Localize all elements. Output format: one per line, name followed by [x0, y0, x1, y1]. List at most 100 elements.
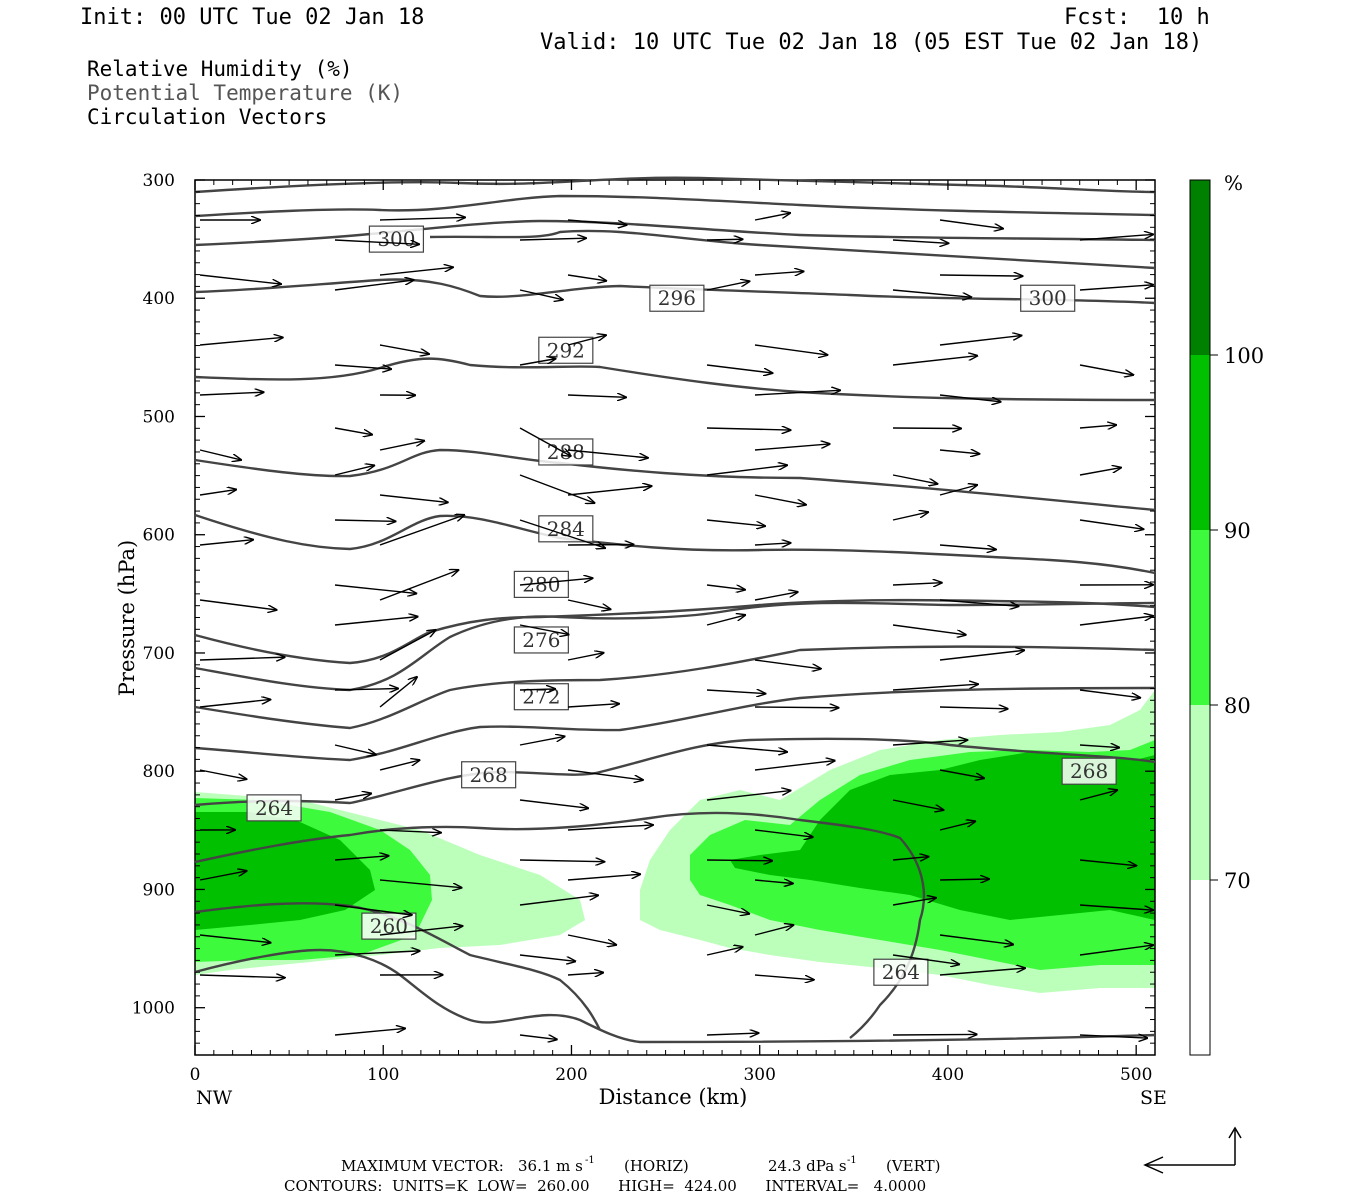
axes: 0 100 200 300 400 500 300 400 500 600 700 800 900 100… [132, 171, 1156, 1085]
colorbar-segment [1190, 705, 1210, 880]
vector-arrow [1079, 904, 1153, 910]
vector-arrow [567, 825, 653, 831]
footer-max-horizontal: 36.1 m s [518, 1157, 583, 1175]
footer-vertical-tag: (VERT) [886, 1157, 941, 1175]
vector-arrow [1079, 364, 1133, 375]
contour-label-box [513, 683, 569, 711]
colorbar-unit: % [1224, 171, 1243, 195]
contour-label: 264 [882, 960, 920, 984]
relative-humidity-shading [195, 690, 1155, 993]
vector-arrow [199, 769, 246, 779]
vector-arrow [892, 740, 967, 746]
vector-arrow [754, 592, 798, 601]
y-tick-label: 500 [143, 407, 175, 427]
contour-label: 264 [255, 796, 293, 820]
vector-arrow [706, 1033, 758, 1035]
contour-label-box [649, 284, 705, 312]
colorbar-segment [1190, 355, 1210, 530]
vector-arrow [706, 791, 790, 801]
x-tick-label: 300 [743, 1065, 775, 1085]
vector-arrow [199, 337, 283, 346]
vector-arrow [379, 267, 453, 276]
vector-arrow [939, 275, 1022, 276]
vector-arrow [519, 474, 594, 503]
colorbar-label: 70 [1224, 869, 1251, 893]
vector-arrow [1079, 425, 1116, 428]
vector-arrow [1079, 616, 1153, 626]
vector-arrow [379, 494, 448, 502]
vector-arrow [334, 520, 395, 521]
footer-contour-info: CONTOURS: UNITS=K LOW= 260.00 HIGH= 424.… [284, 1177, 926, 1195]
vector-arrow [199, 699, 270, 708]
vector-arrow [706, 364, 772, 373]
vector-arrow [892, 684, 978, 691]
vector-arrow [199, 599, 276, 610]
vector-arrow [379, 830, 441, 833]
vector-arrow [567, 653, 604, 661]
vector-arrow [939, 707, 1008, 709]
contour-label-box [361, 912, 417, 940]
vector-arrow [519, 289, 563, 300]
vector-arrow [334, 793, 371, 801]
vector-arrow [199, 490, 236, 496]
vector-arrow [199, 934, 271, 943]
vector-arrow [567, 395, 626, 397]
vector-arrow [706, 584, 745, 590]
contour-label-box [461, 761, 517, 789]
isentrope [194, 811, 926, 1039]
colorbar-label: 80 [1224, 694, 1251, 718]
legend-circulation-vectors: Circulation Vectors [87, 105, 328, 129]
contour-label-box [538, 515, 594, 543]
vector-arrow [892, 289, 971, 297]
vector-arrow [519, 359, 555, 366]
vector-arrow [1079, 790, 1117, 801]
contour-label: 268 [470, 763, 508, 787]
vector-arrow [754, 543, 790, 545]
vector-arrow [567, 599, 611, 609]
isentrope [194, 357, 1156, 402]
vector-arrow [892, 583, 942, 585]
rh-90-left [195, 812, 375, 930]
vector-arrow [519, 519, 605, 548]
init-time: Init: 00 UTC Tue 02 Jan 18 [80, 5, 425, 30]
legend-relative-humidity: Relative Humidity (%) [87, 57, 353, 81]
colorbar-label: 100 [1224, 344, 1264, 368]
vector-arrow [519, 954, 575, 961]
vector-arrow [754, 444, 830, 451]
vector-arrow [199, 975, 285, 978]
vector-arrow [706, 744, 787, 752]
vector-arrow [379, 760, 419, 771]
vector-arrow [754, 390, 840, 396]
isentrope [194, 194, 1156, 218]
vector-arrow [519, 578, 593, 586]
vector-arrow [567, 874, 640, 881]
vector-arrow [706, 281, 749, 291]
vector-arrow [706, 465, 787, 476]
vector-arrow [892, 474, 937, 484]
vector-arrow [379, 570, 458, 601]
vector-arrow [567, 274, 606, 281]
colorbar-segment [1190, 880, 1210, 1055]
vector-arrow [939, 968, 1025, 976]
vector-arrow [939, 485, 977, 496]
x-end-label-right: SE [1140, 1087, 1167, 1109]
vector-arrow [334, 951, 420, 956]
isentrope [194, 598, 1156, 665]
vector-arrow [754, 659, 821, 669]
colorbar-label: 90 [1224, 519, 1251, 543]
x-tick-label: 400 [932, 1065, 964, 1085]
vector-arrow [706, 428, 790, 430]
contour-label: 296 [658, 286, 696, 310]
y-tick-label: 400 [143, 289, 175, 309]
vector-arrow [892, 240, 948, 243]
vector-arrow [706, 690, 765, 694]
vector-arrow [892, 428, 961, 429]
forecast-hour: Fcst: 10 h [1064, 5, 1210, 30]
isentrope [194, 948, 1156, 1044]
isentrope [194, 686, 1156, 762]
vector-arrow [379, 630, 436, 661]
vector-arrow [334, 617, 418, 626]
vector-arrow [567, 335, 606, 346]
vector-arrow [754, 271, 803, 275]
vector-arrow [199, 540, 253, 546]
